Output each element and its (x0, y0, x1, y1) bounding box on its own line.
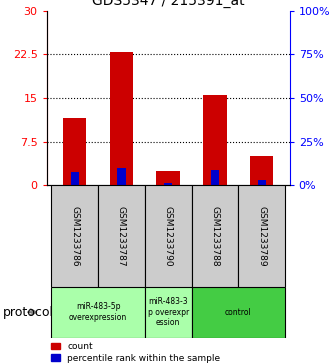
Bar (211, 170, 219, 185)
Bar (71, 172, 79, 185)
FancyBboxPatch shape (191, 185, 238, 287)
Bar (157, 171, 180, 185)
Bar (257, 180, 266, 185)
Legend: count, percentile rank within the sample: count, percentile rank within the sample (51, 342, 220, 363)
Text: GSM1233786: GSM1233786 (70, 205, 79, 266)
FancyBboxPatch shape (51, 185, 98, 287)
FancyBboxPatch shape (145, 287, 191, 338)
Bar (63, 118, 86, 185)
Bar (110, 52, 133, 185)
FancyBboxPatch shape (145, 185, 191, 287)
FancyBboxPatch shape (191, 287, 285, 338)
Text: GSM1233790: GSM1233790 (164, 205, 173, 266)
Text: miR-483-5p
overexpression: miR-483-5p overexpression (69, 302, 127, 322)
Text: miR-483-3
p overexpr
ession: miR-483-3 p overexpr ession (148, 297, 189, 327)
Bar (250, 156, 273, 185)
Text: GSM1233788: GSM1233788 (210, 205, 219, 266)
Bar (164, 183, 172, 185)
Title: GDS5347 / 215391_at: GDS5347 / 215391_at (92, 0, 244, 8)
Bar (203, 95, 226, 185)
Bar (117, 168, 126, 185)
FancyBboxPatch shape (238, 185, 285, 287)
FancyBboxPatch shape (51, 287, 145, 338)
FancyBboxPatch shape (98, 185, 145, 287)
Text: control: control (225, 308, 252, 317)
Text: GSM1233789: GSM1233789 (257, 205, 266, 266)
Text: protocol: protocol (3, 306, 54, 319)
Text: GSM1233787: GSM1233787 (117, 205, 126, 266)
